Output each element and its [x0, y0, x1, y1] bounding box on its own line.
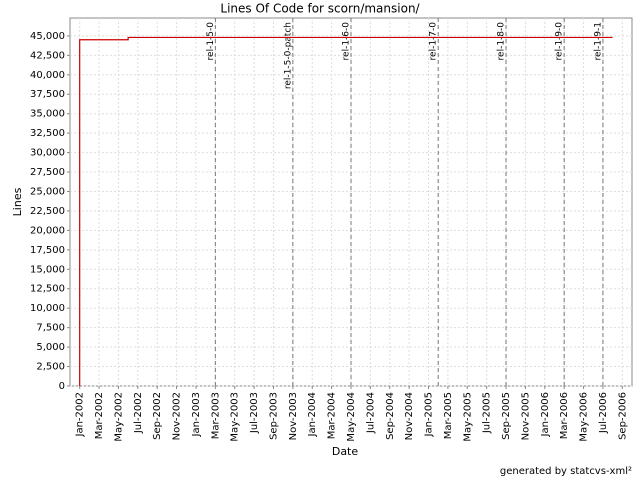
release-label: rel-1-9-0: [555, 22, 565, 61]
y-tick-label: 15,000: [30, 264, 65, 275]
x-tick-label: Nov-2005: [520, 392, 531, 440]
x-tick-label: Jul-2003: [249, 392, 260, 434]
y-tick-label: 27,500: [30, 167, 65, 178]
series-line: [79, 36, 613, 386]
x-tick-label: Mar-2006: [559, 392, 570, 439]
x-tick-label: Sep-2004: [385, 392, 396, 440]
x-tick-label: Jan-2005: [424, 392, 435, 437]
x-tick-label: Jul-2004: [365, 392, 376, 434]
x-tick-label: Sep-2002: [152, 392, 163, 440]
chart-title: Lines Of Code for scorn/mansion/: [220, 2, 420, 16]
x-tick-label: Nov-2003: [288, 392, 299, 440]
x-tick-label: Sep-2005: [501, 392, 512, 440]
x-tick-label: Mar-2002: [94, 392, 105, 439]
x-tick-label: Mar-2005: [443, 392, 454, 439]
x-tick-label: Mar-2004: [327, 392, 338, 439]
x-tick-label: May-2004: [346, 392, 357, 442]
release-label: rel-1-5-0: [206, 22, 216, 61]
x-tick-label: May-2002: [113, 392, 124, 442]
release-label: rel-1-8-0: [497, 22, 507, 61]
x-tick-label: Jan-2003: [191, 392, 202, 437]
y-tick-label: 35,000: [30, 109, 65, 120]
y-tick-label: 7,500: [36, 323, 65, 334]
y-tick-label: 40,000: [30, 70, 65, 81]
y-axis-label: Lines: [11, 187, 24, 216]
x-tick-label: May-2006: [579, 392, 590, 442]
y-tick-label: 20,000: [30, 225, 65, 236]
release-label: rel-1-7-0: [429, 22, 439, 61]
x-tick-label: Sep-2003: [268, 392, 279, 440]
y-tick-label: 2,500: [36, 362, 65, 373]
x-tick-label: Jan-2002: [75, 392, 86, 437]
x-tick-label: Jul-2005: [482, 392, 493, 434]
release-label: rel-1-9-1: [593, 22, 603, 60]
y-tick-label: 12,500: [30, 284, 65, 295]
release-label: rel-1-5-0-patch: [283, 22, 293, 89]
x-tick-label: Jan-2006: [540, 392, 551, 437]
y-tick-label: 5,000: [36, 342, 65, 353]
x-tick-label: Nov-2004: [404, 392, 415, 440]
y-tick-label: 22,500: [30, 206, 65, 217]
y-tick-label: 25,000: [30, 186, 65, 197]
x-tick-label: Sep-2006: [617, 392, 628, 440]
y-tick-label: 32,500: [30, 128, 65, 139]
y-tick-label: 17,500: [30, 245, 65, 256]
y-tick-label: 42,500: [30, 50, 65, 61]
x-tick-label: Jan-2004: [307, 392, 318, 437]
credit: generated by statcvs-xml²: [500, 466, 632, 477]
x-tick-label: May-2005: [462, 392, 473, 442]
x-axis-label: Date: [332, 445, 359, 458]
y-tick-label: 10,000: [30, 303, 65, 314]
y-tick-label: 0: [59, 381, 65, 392]
x-tick-label: Nov-2002: [172, 392, 183, 440]
x-tick-label: Jul-2006: [598, 392, 609, 434]
y-tick-label: 30,000: [30, 148, 65, 159]
y-tick-label: 45,000: [30, 31, 65, 42]
release-label: rel-1-6-0: [342, 22, 352, 61]
x-tick-label: Mar-2003: [210, 392, 221, 439]
x-tick-label: May-2003: [230, 392, 241, 442]
x-tick-label: Jul-2002: [133, 392, 144, 434]
y-tick-label: 37,500: [30, 89, 65, 100]
